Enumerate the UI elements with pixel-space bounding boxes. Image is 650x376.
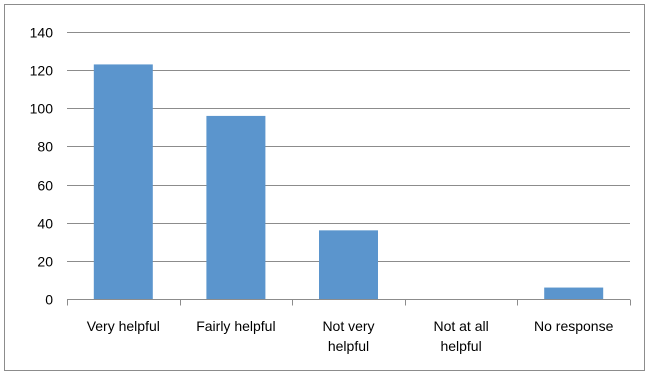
y-tick-label-120: 120 — [30, 63, 54, 79]
x-axis — [67, 299, 631, 306]
y-tick-label-80: 80 — [37, 139, 53, 155]
bar-4 — [544, 287, 604, 299]
x-category-label: Very helpful — [87, 318, 160, 334]
x-category-label: helpful — [328, 338, 369, 354]
y-tick-label-20: 20 — [37, 254, 53, 270]
y-tick-label-60: 60 — [37, 178, 53, 194]
bar-1 — [206, 115, 266, 300]
x-axis-labels: Very helpful Fairly helpful Not very helpfu… — [87, 318, 614, 354]
gridlines — [67, 32, 630, 262]
x-category-label: No response — [534, 318, 614, 334]
x-category-label: Fairly helpful — [196, 318, 275, 334]
bar-0 — [93, 64, 153, 300]
y-tick-label-40: 40 — [37, 216, 53, 232]
y-tick-label-140: 140 — [30, 25, 54, 41]
bars — [93, 64, 604, 300]
x-category-label: Not very — [322, 318, 374, 334]
bar-2 — [319, 230, 378, 299]
x-category-label: Not at all — [433, 318, 488, 334]
x-category-label: helpful — [440, 338, 481, 354]
y-tick-label-0: 0 — [45, 292, 53, 308]
y-axis-ticks: 0 20 40 60 80 100 120 140 — [30, 25, 54, 308]
y-tick-label-100: 100 — [30, 101, 54, 117]
